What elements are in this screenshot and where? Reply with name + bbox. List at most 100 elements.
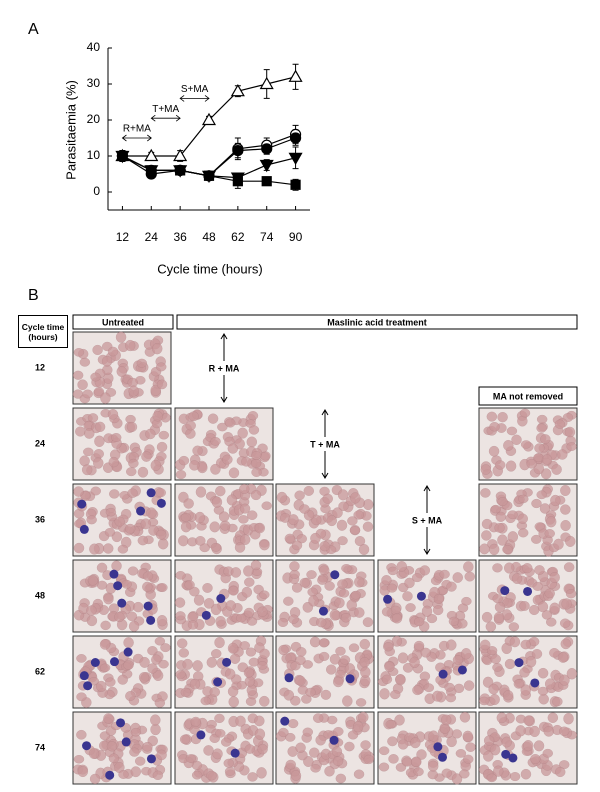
cell — [93, 449, 104, 459]
cell — [336, 519, 348, 531]
cell — [355, 698, 367, 707]
row-label: 74 — [35, 742, 45, 752]
micrograph — [72, 331, 172, 405]
cell — [126, 611, 138, 622]
cell — [116, 366, 127, 377]
parasite — [345, 674, 355, 684]
annotation-arrow — [121, 134, 152, 142]
cell — [146, 507, 157, 519]
cell — [257, 606, 268, 617]
parasite — [117, 598, 127, 608]
cell — [565, 535, 576, 547]
cell — [310, 764, 321, 773]
cell — [108, 456, 119, 468]
parasite — [383, 594, 393, 604]
cell — [413, 767, 424, 777]
cell — [557, 652, 569, 663]
cell — [157, 583, 168, 593]
cell — [544, 678, 556, 690]
cell — [312, 713, 324, 723]
cell — [289, 561, 300, 572]
parasite — [146, 615, 156, 625]
cell — [178, 535, 189, 547]
cell — [502, 690, 514, 701]
cell — [88, 748, 100, 759]
cell — [307, 587, 318, 597]
cell — [463, 561, 474, 573]
cell — [533, 740, 545, 752]
cell — [486, 646, 498, 656]
cell — [188, 411, 199, 422]
cell — [496, 712, 508, 724]
cell — [463, 754, 474, 764]
cell — [315, 734, 326, 746]
point — [175, 165, 186, 176]
cell — [195, 536, 206, 546]
cell — [483, 735, 495, 746]
cell — [350, 492, 361, 504]
cell — [531, 498, 542, 509]
cell — [214, 713, 225, 724]
cell — [283, 689, 295, 701]
cell — [354, 607, 365, 618]
cell — [125, 691, 136, 702]
cell — [145, 428, 156, 440]
cell — [387, 736, 398, 747]
cell — [410, 737, 421, 749]
cell — [350, 590, 362, 600]
cell — [445, 693, 457, 703]
cell — [448, 616, 460, 626]
cell — [493, 765, 504, 777]
cell — [155, 488, 166, 498]
cell — [210, 542, 222, 552]
cell — [381, 607, 393, 617]
cell — [178, 648, 189, 658]
cell — [308, 595, 319, 607]
annotation: R+MA — [123, 124, 151, 135]
cell — [497, 411, 508, 423]
micrograph — [72, 483, 172, 557]
cell — [433, 594, 445, 604]
cell — [463, 680, 475, 691]
cell — [83, 447, 94, 457]
parasite — [329, 735, 339, 745]
cell — [495, 511, 507, 522]
cell — [329, 653, 341, 665]
cell — [317, 575, 328, 585]
cell — [563, 562, 575, 573]
cell — [536, 414, 548, 424]
parasite — [457, 665, 467, 675]
cell — [495, 460, 506, 470]
cell — [142, 581, 153, 592]
micrograph — [174, 635, 274, 709]
cell — [492, 594, 503, 604]
cell — [127, 488, 138, 498]
cell — [553, 538, 564, 550]
cell — [86, 605, 97, 616]
parasite — [90, 657, 100, 667]
parasite — [196, 730, 206, 740]
x-tick-label: 36 — [173, 230, 187, 244]
row-label: 12 — [35, 362, 45, 372]
cell — [560, 520, 571, 532]
micrograph — [478, 407, 578, 481]
cell — [465, 742, 476, 752]
cell — [386, 583, 398, 593]
cell — [154, 698, 166, 708]
parasite — [79, 524, 89, 534]
cell — [140, 518, 151, 530]
cell — [114, 611, 125, 623]
cell — [226, 494, 238, 506]
cell — [295, 655, 306, 665]
cell — [519, 601, 530, 611]
cell — [455, 749, 467, 758]
cell — [228, 585, 239, 596]
cell — [158, 659, 169, 669]
cell — [324, 581, 335, 591]
cell — [378, 762, 390, 772]
cell — [210, 603, 222, 616]
cell — [335, 773, 347, 784]
parasite — [280, 716, 290, 726]
cell — [152, 670, 164, 681]
cell — [522, 563, 533, 574]
